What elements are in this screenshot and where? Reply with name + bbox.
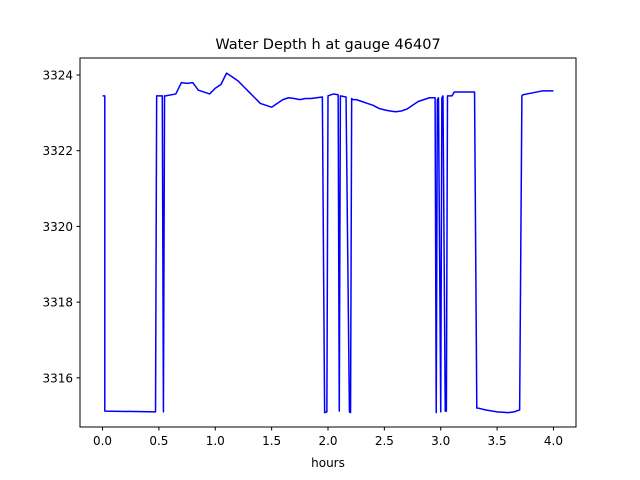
x-tick-label: 0.0 (93, 434, 112, 448)
plot-frame (79, 57, 577, 428)
y-axis: 3316 3318 3320 3322 3324 (42, 69, 80, 385)
x-tick-label: 4.0 (544, 434, 563, 448)
y-tick-label: 3320 (42, 220, 73, 234)
chart-title: Water Depth h at gauge 46407 (215, 37, 440, 53)
x-tick-label: 1.0 (206, 434, 225, 448)
x-tick-label: 3.0 (431, 434, 450, 448)
x-axis-label: hours (311, 456, 345, 470)
y-tick-label: 3318 (42, 296, 73, 310)
series-line-0 (102, 72, 554, 414)
plot-area (102, 72, 554, 414)
x-tick-label: 3.5 (488, 434, 507, 448)
y-tick-label: 3322 (42, 144, 73, 158)
x-axis: 0.0 0.5 1.0 1.5 2.0 2.5 3.0 3.5 4.0 (93, 427, 563, 448)
x-tick-label: 2.0 (318, 434, 337, 448)
y-tick-label: 3316 (42, 371, 73, 385)
x-tick-label: 1.5 (262, 434, 281, 448)
x-tick-label: 2.5 (375, 434, 394, 448)
y-tick-label: 3324 (42, 69, 73, 83)
x-tick-label: 0.5 (149, 434, 168, 448)
